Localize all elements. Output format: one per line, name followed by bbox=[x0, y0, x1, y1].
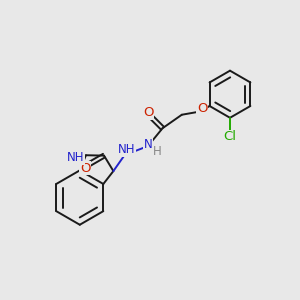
Text: NH: NH bbox=[118, 143, 135, 157]
Text: O: O bbox=[143, 106, 153, 119]
Text: Cl: Cl bbox=[224, 130, 236, 143]
Text: O: O bbox=[197, 102, 208, 115]
Text: N: N bbox=[143, 137, 152, 151]
Text: O: O bbox=[80, 162, 91, 175]
Text: NH: NH bbox=[67, 151, 85, 164]
Text: H: H bbox=[153, 145, 162, 158]
